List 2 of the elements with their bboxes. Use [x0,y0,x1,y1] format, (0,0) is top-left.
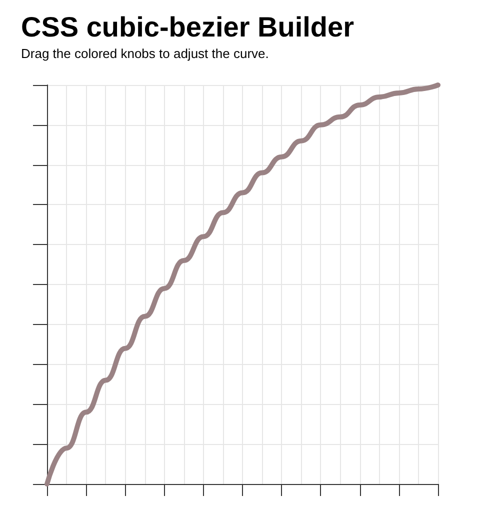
chart-subtitle: Drag the colored knobs to adjust the curve. [21,46,269,61]
chart-title: CSS cubic-bezier Builder [21,12,354,42]
